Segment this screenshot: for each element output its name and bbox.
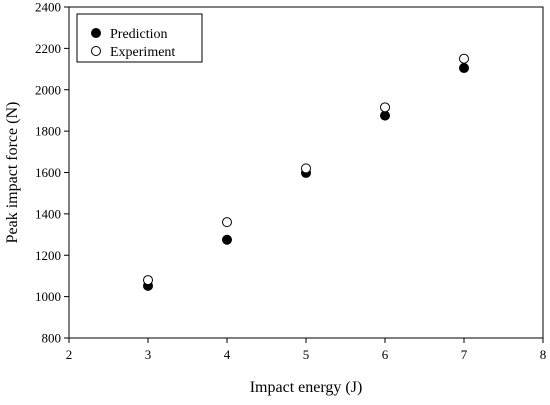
legend-box: [76, 13, 203, 63]
data-point-experiment: [222, 217, 232, 228]
y-tick-label: 2200: [35, 41, 61, 56]
x-axis-title: Impact energy (J): [250, 379, 363, 396]
legend-marker-prediction: [91, 28, 101, 38]
axis-ticks: [64, 6, 544, 343]
y-tick-label: 1600: [35, 165, 61, 180]
y-tick-label: 2000: [35, 82, 61, 97]
x-tick-label: 5: [303, 347, 310, 362]
legend-label-prediction: Prediction: [110, 27, 168, 42]
x-tick-label: 7: [461, 347, 468, 362]
y-axis-title: Peak impact force (N): [4, 102, 21, 244]
data-point-experiment: [380, 102, 390, 113]
y-tick-label: 1800: [35, 124, 61, 139]
y-tick-label: 2400: [35, 0, 61, 15]
legend: Prediction Experiment: [76, 13, 203, 63]
y-tick-label: 1000: [35, 289, 61, 304]
data-point-prediction: [222, 234, 232, 245]
legend-label-experiment: Experiment: [110, 45, 175, 60]
data-point-experiment: [143, 275, 153, 286]
y-tick-label: 1400: [35, 206, 61, 221]
legend-marker-experiment: [91, 46, 101, 56]
x-tick-label: 8: [540, 347, 547, 362]
y-tick-label: 1200: [35, 248, 61, 263]
x-tick-label: 4: [224, 347, 231, 362]
data-point-prediction: [459, 63, 469, 74]
x-tick-label: 6: [382, 347, 389, 362]
y-tick-label: 800: [42, 331, 62, 346]
data-points: [143, 53, 469, 291]
tick-labels: 2 3 4 5 6 7 8 800 1000 1200 1400 1600 1800 2000 2200 24…: [35, 0, 546, 362]
data-point-experiment: [301, 163, 311, 174]
data-point-experiment: [459, 53, 469, 64]
x-tick-label: 3: [145, 347, 152, 362]
data-point-prediction: [380, 110, 390, 121]
x-tick-label: 2: [66, 347, 73, 362]
